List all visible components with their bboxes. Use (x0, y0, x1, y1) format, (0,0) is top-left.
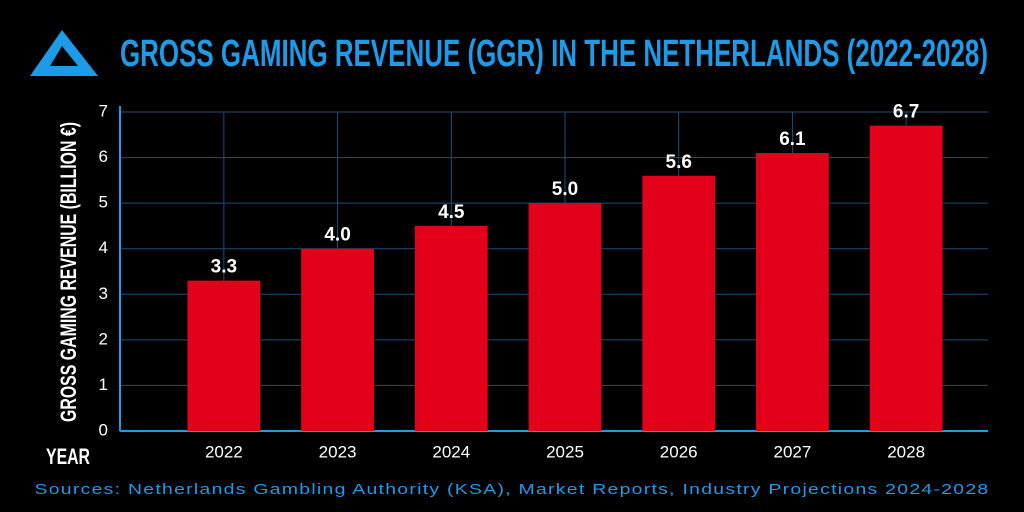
x-tick-label: 2024 (432, 442, 470, 461)
y-tick-label: 3 (99, 284, 108, 303)
y-tick-label: 1 (99, 375, 108, 394)
data-label: 5.6 (666, 152, 692, 173)
x-tick-label: 2027 (774, 442, 812, 461)
y-tick-label: 7 (99, 101, 108, 120)
y-tick-label: 5 (99, 193, 108, 212)
chart-title: GROSS GAMING REVENUE (GGR) IN THE NETHER… (120, 33, 988, 75)
data-label: 4.0 (324, 225, 350, 246)
x-tick-label: 2022 (205, 442, 243, 461)
logo (30, 30, 98, 76)
x-tick-label: 2025 (546, 442, 584, 461)
data-label: 4.5 (438, 202, 465, 223)
data-label: 6.7 (893, 102, 919, 123)
source-note: Sources: Netherlands Gambling Authority … (35, 481, 990, 498)
bar (869, 125, 943, 432)
bar (187, 280, 261, 431)
data-label: 5.0 (552, 179, 578, 200)
x-tick-label: 2023 (319, 442, 357, 461)
bar (642, 175, 716, 431)
bar (528, 203, 602, 431)
data-label: 6.1 (779, 129, 806, 150)
y-tick-label: 6 (99, 147, 108, 166)
x-tick-label: 2026 (660, 442, 698, 461)
data-label: 3.3 (211, 257, 237, 278)
x-tick-label: 2028 (887, 442, 925, 461)
y-axis-title: GROSS GAMING REVENUE (BILLION €) (56, 122, 81, 422)
bar (756, 153, 829, 431)
x-axis-title: YEAR (46, 444, 90, 469)
y-tick-label: 2 (99, 329, 108, 348)
y-tick-label: 4 (99, 238, 108, 257)
y-tick-label: 0 (99, 420, 108, 439)
bar (301, 248, 374, 431)
bar (414, 225, 488, 431)
